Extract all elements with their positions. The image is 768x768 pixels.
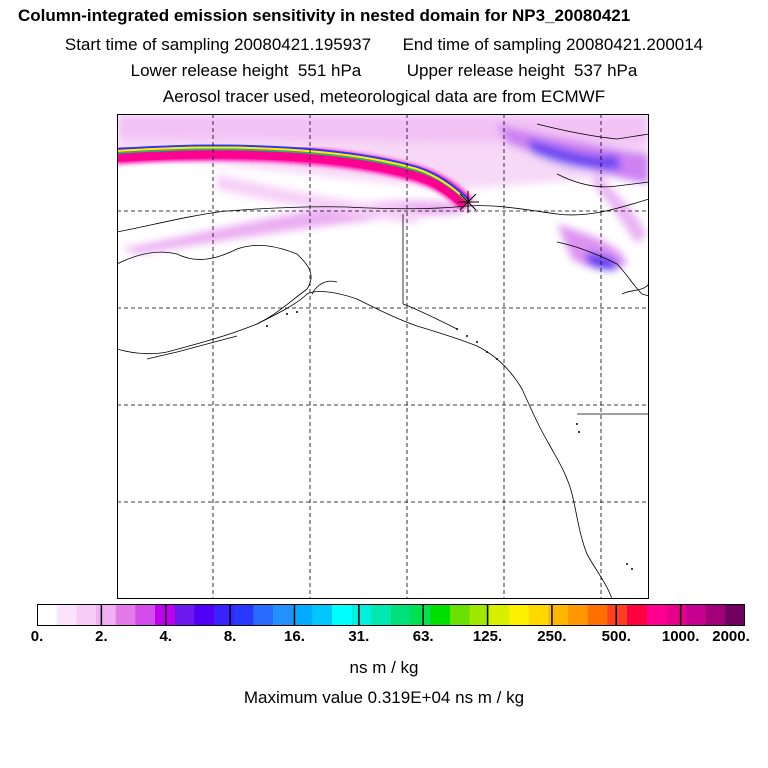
plume-outer-edge [117, 144, 470, 201]
colorbar-tick-label: 31. [348, 628, 370, 645]
colorbar-tick-label: 1000. [661, 628, 700, 645]
colorbar-tick-label: 2000. [712, 628, 750, 645]
colorbar-segment [568, 604, 589, 626]
release-height-line: Lower release height 551 hPa Upper relea… [0, 61, 768, 81]
colorbar [37, 604, 745, 626]
colorbar-tick-label: 4. [159, 628, 172, 645]
colorbar-segment [292, 604, 313, 626]
colorbar-segment [607, 604, 628, 626]
colorbar-segment [666, 604, 687, 626]
colorbar-segment [509, 604, 530, 626]
colorbar-segment [430, 604, 451, 626]
plume-yellow-edge [117, 146, 469, 203]
colorbar-segment [587, 604, 608, 626]
colorbar-segment [135, 604, 156, 626]
sampling-time-line: Start time of sampling 20080421.195937 E… [0, 35, 768, 55]
sensitivity-map [117, 114, 649, 599]
plume-core [117, 150, 468, 209]
upper-value: 537 hPa [574, 61, 638, 80]
colorbar-segment [76, 604, 97, 626]
colorbar-segment [371, 604, 392, 626]
colorbar-segment [253, 604, 274, 626]
colorbar-tick-label: 8. [223, 628, 237, 645]
colorbar-segment [273, 604, 294, 626]
colorbar-segment [174, 604, 195, 626]
start-label: Start time of sampling [64, 35, 230, 54]
plume-green-edge [117, 148, 468, 204]
colorbar-segment [725, 604, 745, 626]
upper-label: Upper release height [406, 61, 565, 80]
coastlines [117, 123, 649, 599]
colorbar-tick-label: 500. [601, 628, 631, 645]
colorbar-tick-label: 0. [30, 628, 44, 645]
maximum-value-line: Maximum value 0.319E+04 ns m / kg [0, 688, 768, 708]
lat-lon-grid [117, 114, 649, 599]
release-location-marker [457, 191, 479, 213]
max-units: ns m / kg [455, 688, 525, 707]
colorbar-segment [528, 604, 549, 626]
colorbar-tick-label: 63. [412, 628, 434, 645]
colorbar-segment [450, 604, 471, 626]
colorbar-segment [233, 604, 254, 626]
colorbar-segment [96, 604, 117, 626]
tracer-info: Aerosol tracer used, meteorological data… [162, 87, 606, 106]
colorbar-tick-label: 16. [284, 628, 305, 645]
plot-title: Column-integrated emission sensitivity i… [18, 6, 631, 25]
colorbar-segment [115, 604, 136, 626]
max-label: Maximum value [243, 688, 363, 707]
colorbar-tick-labels: 0. 2. 4. 8. 16. 31. 63. 125. 250. 500. 1000. 2000. [0, 628, 768, 648]
colorbar-segment [391, 604, 412, 626]
end-label: End time of sampling [402, 35, 562, 54]
colorbar-segment [627, 604, 648, 626]
end-value: 20080421.200014 [566, 35, 704, 54]
colorbar-segment [686, 604, 707, 626]
colorbar-segment [37, 604, 58, 626]
colorbar-segment [332, 604, 353, 626]
colorbar-segment [312, 604, 333, 626]
colorbar-tick-label: 250. [537, 628, 567, 645]
colorbar-units: ns m / kg [349, 658, 419, 677]
colorbar-segment [351, 604, 372, 626]
colorbar-segment [56, 604, 77, 626]
colorbar-border [37, 604, 745, 626]
lower-label: Lower release height [130, 61, 289, 80]
colorbar-segment [469, 604, 490, 626]
colorbar-tick-label: 125. [472, 628, 503, 645]
colorbar-segment [214, 604, 235, 626]
colorbar-tick-label: 2. [95, 628, 108, 645]
start-value: 20080421.195937 [234, 35, 372, 54]
colorbar-segment [410, 604, 431, 626]
colorbar-segment [705, 604, 726, 626]
max-value: 0.319E+04 [367, 688, 451, 707]
colorbar-segment [194, 604, 215, 626]
colorbar-segment [489, 604, 510, 626]
colorbar-segment [646, 604, 667, 626]
colorbar-segment [548, 604, 569, 626]
islands [266, 311, 633, 570]
lower-value: 551 hPa [297, 61, 362, 80]
